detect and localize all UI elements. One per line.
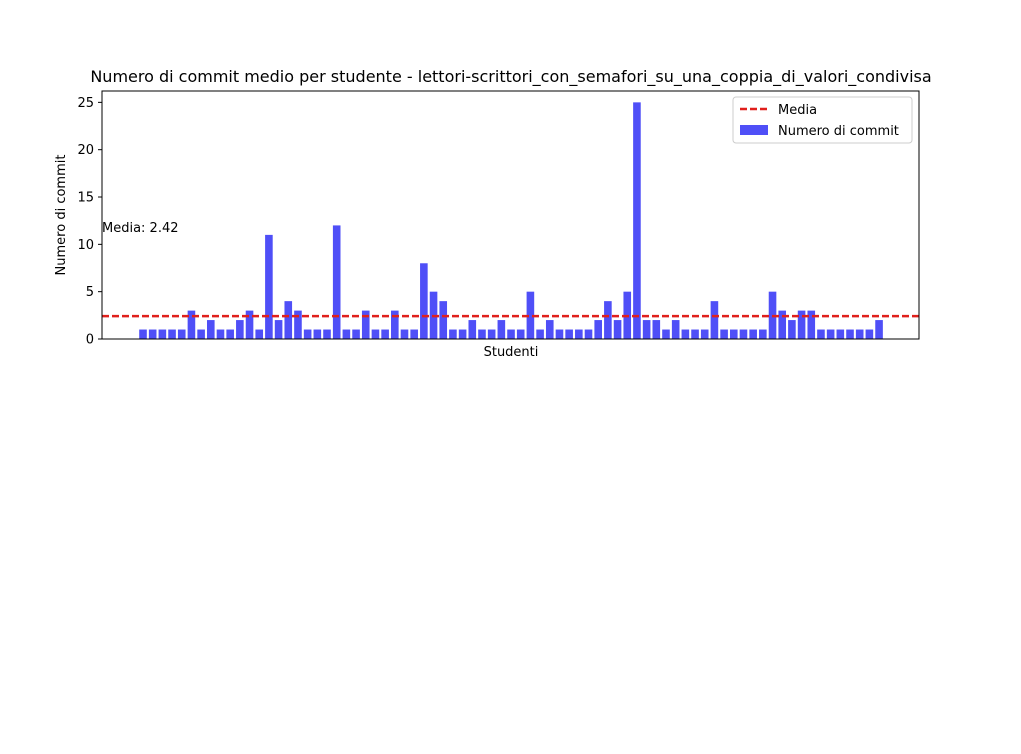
bar (498, 320, 506, 339)
mean-label: Media: 2.42 (102, 221, 179, 236)
bar (720, 330, 728, 339)
bar (565, 330, 573, 339)
legend-bar-swatch (740, 125, 768, 135)
bar (672, 320, 680, 339)
bar (468, 320, 476, 339)
bar (507, 330, 515, 339)
bar (682, 330, 690, 339)
bar (788, 320, 796, 339)
y-tick-label: 25 (77, 96, 94, 111)
bar (304, 330, 312, 339)
bar (149, 330, 157, 339)
bar (701, 330, 709, 339)
y-tick-label: 10 (77, 238, 94, 253)
bar (236, 320, 244, 339)
bar (439, 301, 447, 339)
bar (633, 102, 641, 339)
bar (575, 330, 583, 339)
y-axis-label: Numero di commit (54, 155, 69, 276)
bar (420, 263, 428, 339)
y-tick-label: 15 (77, 191, 94, 206)
bar (866, 330, 874, 339)
bar (759, 330, 767, 339)
bar (517, 330, 525, 339)
bar (691, 330, 699, 339)
bar (711, 301, 719, 339)
bar (343, 330, 351, 339)
bar (449, 330, 457, 339)
bar (662, 330, 670, 339)
bar (817, 330, 825, 339)
bar (168, 330, 176, 339)
bar (410, 330, 418, 339)
bar (846, 330, 854, 339)
bar (827, 330, 835, 339)
bar (536, 330, 544, 339)
bar (594, 320, 602, 339)
legend: Media Numero di commit (733, 97, 912, 143)
bar (614, 320, 622, 339)
y-axis: 0 5 10 15 20 25 (77, 96, 102, 348)
bar (730, 330, 738, 339)
bar (381, 330, 389, 339)
bar (207, 320, 215, 339)
bar (352, 330, 360, 339)
bar (585, 330, 593, 339)
bar (265, 235, 273, 339)
bar (643, 320, 651, 339)
bar (333, 225, 341, 339)
bar (653, 320, 661, 339)
bar (875, 320, 883, 339)
bar (740, 330, 748, 339)
bar (546, 320, 554, 339)
y-tick-label: 0 (86, 333, 94, 348)
legend-mean-label: Media (778, 103, 817, 118)
bar (217, 330, 225, 339)
bar (275, 320, 283, 339)
bar (255, 330, 263, 339)
legend-bar-label: Numero di commit (778, 124, 899, 139)
bar (226, 330, 234, 339)
bar (556, 330, 564, 339)
bar (159, 330, 167, 339)
x-axis-label: Studenti (484, 345, 539, 360)
y-tick-label: 5 (86, 285, 94, 300)
bar (478, 330, 486, 339)
bar (284, 301, 292, 339)
bar (604, 301, 612, 339)
chart-title: Numero di commit medio per studente - le… (90, 67, 931, 87)
bar (749, 330, 757, 339)
bar (197, 330, 205, 339)
bar (323, 330, 331, 339)
bar (178, 330, 186, 339)
bar (856, 330, 864, 339)
bar (401, 330, 409, 339)
bar (459, 330, 467, 339)
bar (837, 330, 845, 339)
bar (139, 330, 147, 339)
bar (488, 330, 496, 339)
bar (314, 330, 322, 339)
y-tick-label: 20 (77, 143, 94, 158)
bar (372, 330, 380, 339)
